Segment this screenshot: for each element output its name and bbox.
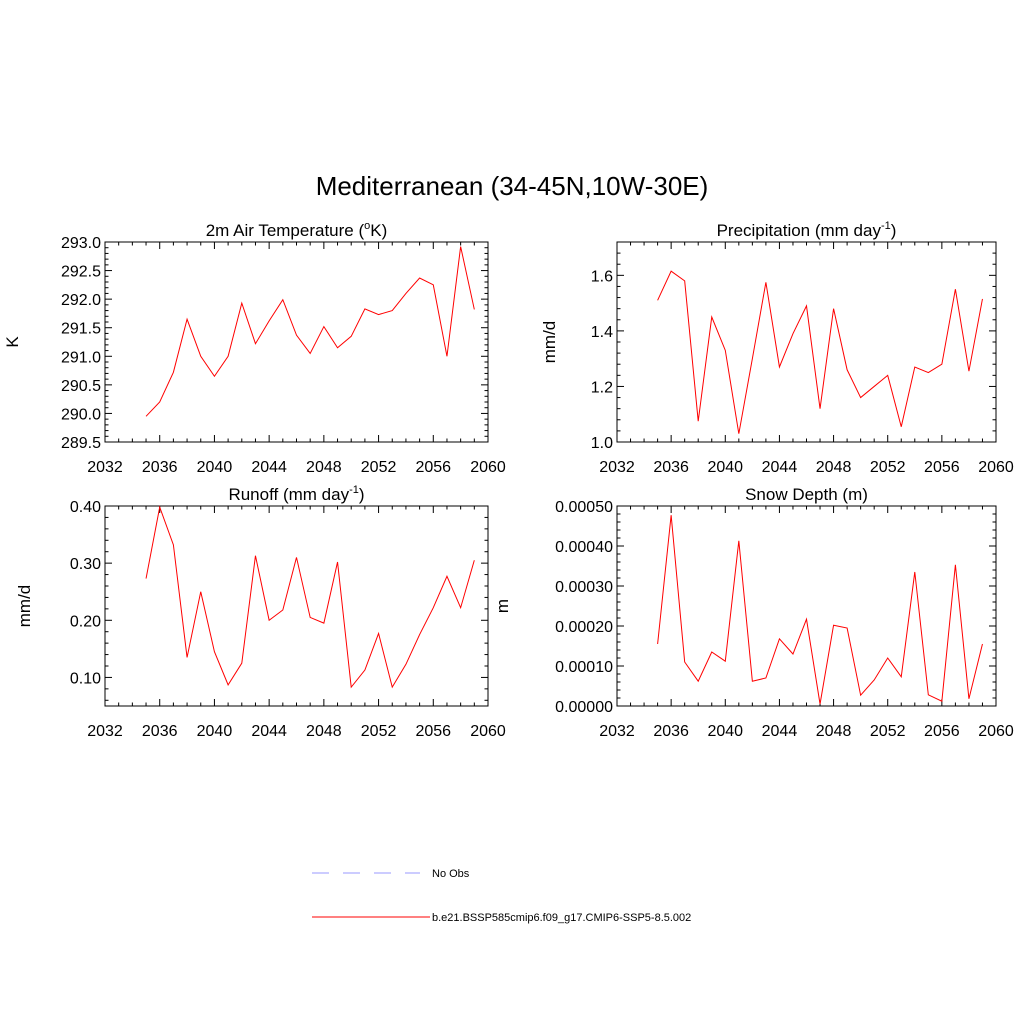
y-tick-label: 0.00000 bbox=[555, 699, 613, 716]
y-tick-label: 0.00050 bbox=[555, 499, 613, 516]
x-tick-label: 2060 bbox=[470, 723, 506, 740]
chart-panel-1: 2m Air Temperature (oK) 2032 2036 2040 2044 2… bbox=[3, 220, 506, 476]
panel-title: 2m Air Temperature (oK) bbox=[206, 220, 388, 240]
x-tick-label: 2060 bbox=[470, 459, 506, 476]
y-tick-label: 0.00030 bbox=[555, 579, 613, 596]
x-tick-label: 2032 bbox=[599, 459, 635, 476]
y-tick-label: 292.5 bbox=[61, 264, 101, 281]
x-tick-label: 2044 bbox=[251, 459, 287, 476]
x-tick-label: 2036 bbox=[142, 459, 178, 476]
panel-title: Snow Depth (m) bbox=[745, 485, 868, 504]
plot-frame bbox=[104, 505, 489, 707]
legend-label-model: b.e21.BSSP585cmip6.f09_g17.CMIP6-SSP5-8.… bbox=[432, 912, 691, 924]
y-axis-label: m bbox=[493, 599, 512, 613]
y-tick-label: 0.00040 bbox=[555, 539, 613, 556]
legend-label-no-obs: No Obs bbox=[432, 868, 470, 880]
x-tick-label: 2032 bbox=[87, 459, 123, 476]
chart-panel-2: Precipitation (mm day-1) 2032 2036 2040 2044… bbox=[540, 220, 1014, 476]
x-tick-label: 2040 bbox=[197, 723, 233, 740]
y-tick-label: 1.0 bbox=[591, 435, 613, 452]
series-line-1 bbox=[145, 505, 475, 689]
y-tick-label: 291.5 bbox=[61, 321, 101, 338]
x-tick-label: 2032 bbox=[599, 723, 635, 740]
series-line-1 bbox=[657, 515, 983, 705]
x-tick-label: 2036 bbox=[653, 459, 689, 476]
chart-panel-4: Snow Depth (m) 2032 2036 2040 2044 2048 2052 20… bbox=[493, 485, 1014, 740]
y-tick-label: 0.40 bbox=[70, 499, 101, 516]
y-tick-label: 0.10 bbox=[70, 670, 101, 687]
x-tick-label: 2052 bbox=[870, 723, 906, 740]
chart-panel-3: Runoff (mm day-1) 2032 2036 2040 2044 2048 205… bbox=[15, 484, 506, 740]
plot-frame bbox=[616, 505, 997, 707]
y-tick-label: 290.0 bbox=[61, 406, 101, 423]
y-tick-label: 0.30 bbox=[70, 556, 101, 573]
series-line-1 bbox=[657, 270, 983, 434]
x-tick-label: 2036 bbox=[653, 723, 689, 740]
x-tick-label: 2036 bbox=[142, 723, 178, 740]
x-tick-label: 2052 bbox=[361, 723, 397, 740]
x-tick-label: 2056 bbox=[924, 459, 960, 476]
x-tick-label: 2060 bbox=[978, 723, 1014, 740]
y-tick-label: 0.00020 bbox=[555, 619, 613, 636]
y-tick-label: 1.6 bbox=[591, 268, 613, 285]
panel-title: Runoff (mm day-1) bbox=[228, 484, 364, 504]
x-tick-label: 2056 bbox=[415, 459, 451, 476]
y-tick-label: 291.0 bbox=[61, 349, 101, 366]
legend: No Obs b.e21.BSSP585cmip6.f09_g17.CMIP6-… bbox=[312, 868, 691, 924]
y-tick-label: 0.20 bbox=[70, 613, 101, 630]
x-tick-label: 2060 bbox=[978, 459, 1014, 476]
x-tick-label: 2048 bbox=[306, 459, 342, 476]
x-tick-label: 2048 bbox=[816, 459, 852, 476]
y-tick-label: 1.2 bbox=[591, 379, 613, 396]
x-tick-label: 2040 bbox=[197, 459, 233, 476]
x-tick-label: 2056 bbox=[924, 723, 960, 740]
plot-frame bbox=[104, 241, 489, 443]
x-tick-label: 2032 bbox=[87, 723, 123, 740]
y-tick-label: 0.00010 bbox=[555, 659, 613, 676]
series-line-1 bbox=[145, 246, 475, 417]
y-tick-label: 1.4 bbox=[591, 324, 613, 341]
figure-title: Mediterranean (34-45N,10W-30E) bbox=[316, 171, 709, 201]
x-tick-label: 2056 bbox=[415, 723, 451, 740]
y-axis-label: mm/d bbox=[15, 585, 34, 628]
y-tick-label: 293.0 bbox=[61, 235, 101, 252]
x-tick-label: 2048 bbox=[816, 723, 852, 740]
plot-frame bbox=[616, 241, 997, 443]
chart-panels: 2m Air Temperature (oK) 2032 2036 2040 2044 2… bbox=[3, 220, 1014, 740]
x-tick-label: 2048 bbox=[306, 723, 342, 740]
x-tick-label: 2052 bbox=[870, 459, 906, 476]
x-tick-label: 2040 bbox=[707, 459, 743, 476]
x-tick-label: 2044 bbox=[762, 723, 798, 740]
x-tick-label: 2052 bbox=[361, 459, 397, 476]
x-tick-label: 2044 bbox=[762, 459, 798, 476]
x-tick-label: 2040 bbox=[707, 723, 743, 740]
x-tick-label: 2044 bbox=[251, 723, 287, 740]
panel-title: Precipitation (mm day-1) bbox=[717, 220, 897, 240]
y-tick-label: 289.5 bbox=[61, 435, 101, 452]
y-tick-label: 290.5 bbox=[61, 378, 101, 395]
y-axis-label: K bbox=[3, 336, 22, 348]
y-tick-label: 292.0 bbox=[61, 292, 101, 309]
y-axis-label: mm/d bbox=[540, 321, 559, 364]
